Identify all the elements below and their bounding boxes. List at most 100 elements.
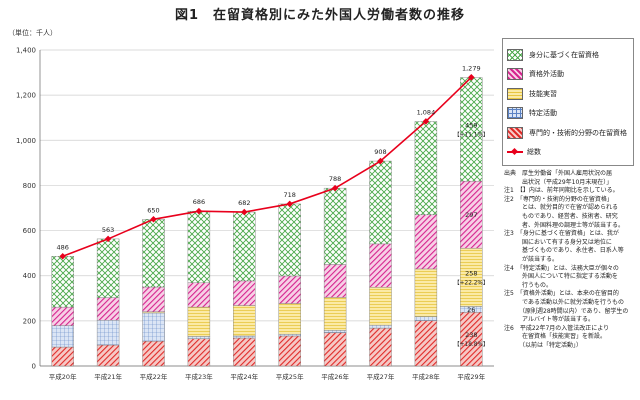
- x-tick-label: 平成29年: [457, 372, 485, 381]
- bar-segment: [278, 203, 301, 277]
- total-value-label: 718: [283, 191, 295, 199]
- x-tick-label: 平成24年: [230, 372, 258, 381]
- bar-segment: [51, 346, 74, 367]
- bar-segment: [369, 324, 392, 329]
- bar-segment: [233, 280, 256, 306]
- total-value-label: 908: [374, 148, 386, 156]
- bar-segment: [414, 268, 438, 317]
- bar-segment: [278, 303, 301, 335]
- total-value-label: 682: [238, 199, 250, 207]
- legend-item: 資格外活動: [507, 65, 629, 85]
- bar-segment: [323, 187, 347, 265]
- notes: 出典 厚生労働省「外国人雇用状況の届 出状況（平成29年10月末現在）」 注1 【…: [504, 170, 638, 350]
- x-tick-label: 平成27年: [367, 372, 395, 381]
- legend-swatch-icon: [507, 48, 523, 61]
- bar-segment: [142, 340, 165, 367]
- total-marker: [286, 200, 293, 208]
- bar-segment: [278, 275, 301, 304]
- bar-segment: [187, 210, 211, 283]
- bar-segment: [323, 332, 347, 367]
- bar-segment: [278, 335, 301, 367]
- legend-swatch-icon: [507, 68, 523, 81]
- legend-item: 専門的・技術的分野の在留資格: [507, 123, 629, 143]
- bar-segment: [278, 333, 301, 337]
- bar-segment: [187, 338, 211, 367]
- legend-label: 専門的・技術的分野の在留資格: [529, 128, 627, 137]
- x-tick-label: 平成21年: [94, 372, 122, 381]
- segment-value-label: 297: [465, 211, 477, 219]
- bar-segment: [323, 264, 347, 298]
- bar-segment: [233, 335, 256, 339]
- segment-change-label: 【+11.1%】: [454, 131, 489, 138]
- x-tick-label: 平成20年: [49, 372, 77, 381]
- bar-segment: [96, 344, 120, 367]
- bar-segment: [51, 306, 74, 326]
- bar-segment: [323, 297, 347, 331]
- bar-segment: [187, 306, 211, 337]
- legend-label: 特定活動: [529, 109, 557, 118]
- legend-label: 身分に基づく在留資格: [529, 50, 599, 59]
- bar-segment: [142, 286, 165, 313]
- legend-label: 総数: [527, 148, 541, 157]
- legend-item: 特定活動: [507, 104, 629, 124]
- bar-segment: [51, 256, 74, 308]
- segment-change-label: 【+18.8%】: [454, 341, 489, 348]
- legend-item: 総数: [507, 143, 629, 163]
- legend: 身分に基づく在留資格 資格外活動技能実習特定活動専門的・技術的分野の在留資格 総数: [502, 38, 634, 166]
- bar-segment: [414, 316, 438, 321]
- total-marker: [331, 184, 339, 192]
- y-tick-label: 1,400: [16, 47, 36, 55]
- bars: [51, 77, 483, 367]
- note-text: 注6 平成22年7月の入管法改正により 在留資格「技能実習」を新設。 （以前は「…: [504, 324, 610, 349]
- segment-value-label: 258: [465, 269, 477, 277]
- legend-swatch-icon: [507, 87, 523, 100]
- total-line: [59, 74, 475, 260]
- y-tick-label: 600: [23, 227, 36, 235]
- bar-segment: [233, 305, 256, 337]
- total-marker: [195, 207, 203, 215]
- total-value-label: 1,084: [417, 108, 436, 116]
- bar-segment: [96, 238, 120, 298]
- segment-value-label: 238: [465, 331, 477, 339]
- y-tick-label: 200: [23, 317, 36, 325]
- bar-segment: [233, 337, 256, 367]
- note-text: 注5 「資格外活動」とは、本来の在留目的 である活動以外に就労活動を行うもの （…: [504, 290, 629, 324]
- x-tick-label: 平成22年: [140, 372, 168, 381]
- bar-segment: [96, 319, 120, 346]
- total-marker: [241, 208, 248, 216]
- y-tick-label: 400: [23, 272, 36, 280]
- bar-segment: [369, 287, 392, 326]
- chart-title: 図1 在留資格別にみた外国人労働者数の推移: [174, 8, 466, 23]
- x-tick-label: 平成26年: [321, 372, 349, 381]
- bar-segment: [414, 214, 438, 270]
- x-tick-label: 平成25年: [276, 372, 304, 381]
- total-marker: [377, 157, 384, 165]
- bar-segment: [414, 121, 438, 215]
- y-tick-label: 1,200: [16, 92, 36, 100]
- y-tick-label: 0: [32, 363, 36, 371]
- total-value-label: 563: [102, 226, 114, 234]
- legend-label: 資格外活動: [529, 70, 564, 79]
- data-labels: 平成20年 平成21年 平成22年 平成23年 平成24年 平成25年 平成26年 平成27年…: [49, 64, 489, 381]
- bar-segment: [414, 320, 438, 367]
- legend-item: 身分に基づく在留資格: [507, 45, 629, 65]
- segment-change-label: 【+22.2%】: [454, 279, 489, 286]
- total-value-label: 650: [147, 206, 159, 214]
- total-marker: [59, 253, 66, 260]
- total-value-label: 788: [329, 175, 341, 183]
- x-tick-label: 平成23年: [185, 372, 213, 381]
- total-value-label: 486: [56, 243, 68, 251]
- bar-segment: [187, 336, 211, 339]
- legend-label: 技能実習: [529, 89, 557, 98]
- note-text: 注2 「専門的・技術的分野の在留資格」 とは、就労目的で在留が認められる もので…: [504, 195, 625, 229]
- bar-segment: [96, 297, 120, 321]
- bar-segment: [369, 160, 392, 245]
- bar-segment: [187, 282, 211, 308]
- bar-segment: [323, 330, 347, 333]
- bar-segment: [233, 211, 256, 282]
- bar-segment: [369, 243, 392, 288]
- x-tick-label: 平成28年: [412, 372, 440, 381]
- bar-segment: [142, 219, 165, 288]
- y-tick-label: 1,000: [16, 137, 36, 145]
